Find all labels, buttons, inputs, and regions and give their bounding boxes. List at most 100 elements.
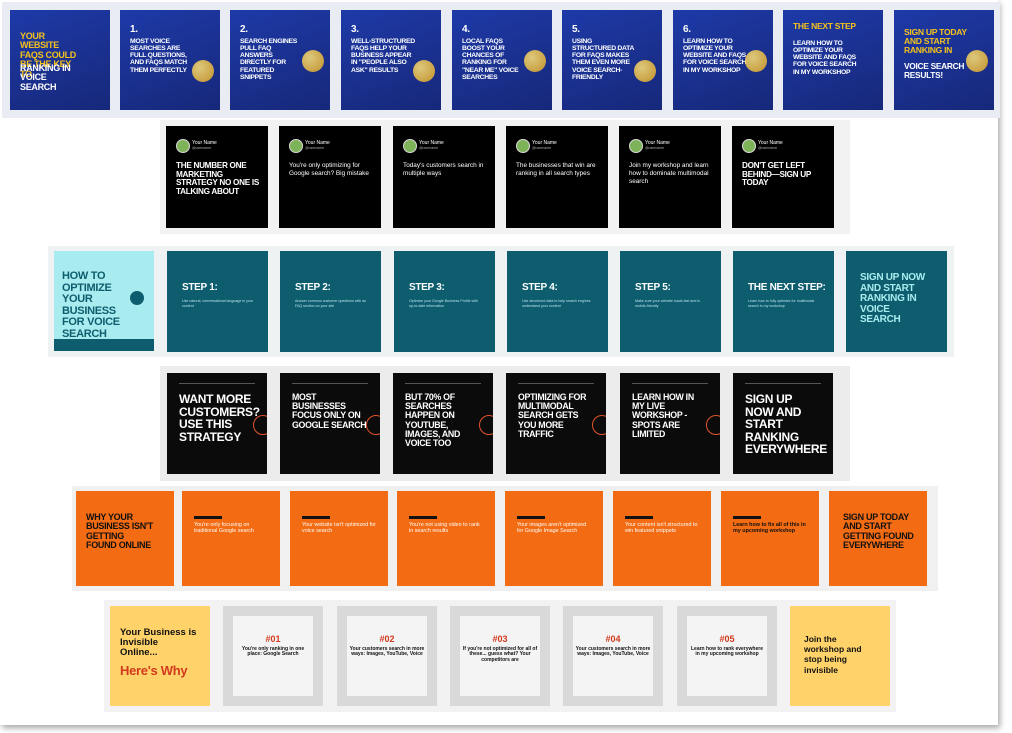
slide-text: Want more customers? Use this strategy [179,392,260,444]
title-bar [194,516,222,519]
author-handle: @username [532,146,552,150]
teal-intro: How to optimize your business for voice … [54,251,154,351]
author-name: Your Name [305,140,330,146]
step-slide: The next step: Learn how to fully optimiz… [733,251,834,352]
slide-number: 6. [683,24,691,35]
reason-panel [573,616,653,696]
avatar [629,139,643,153]
slide-text: Most businesses focus only on Google sea… [292,392,367,430]
reason-number: #05 [719,634,735,644]
orange-slide: You're not using video to rank in search… [397,491,495,586]
title-bar [625,516,653,519]
step-title: Step 3: [409,282,445,293]
reason-panel [687,616,767,696]
dark-slide: Most businesses focus only on Google sea… [280,373,380,474]
author-name: Your Name [192,140,217,146]
slide-text: WHY YOUR BUSINESS ISN'T GETTING FOUND ON… [86,512,153,551]
post-text: Today's customers search in multiple way… [403,162,484,177]
dark-slide: Want more customers? Use this strategy [167,373,267,474]
step-title: Step 2: [295,282,331,293]
reason-panel [347,616,427,696]
slide-graphic [745,50,767,72]
top-rule [179,383,255,384]
slide-graphic [966,50,988,72]
next-arrow [592,415,606,435]
blue-slide: 6. Learn how to optimize your website and… [673,10,773,110]
reason-number: #03 [492,634,508,644]
reason-number: #04 [605,634,621,644]
reason-slide: #02 Your customers search in more ways: I… [337,606,437,706]
slide-text: Your website isn't optimized for voice s… [302,522,376,534]
post-text: You're only optimizing for Google search… [289,162,369,177]
orange-slide: Your images aren't optimized for Google … [505,491,603,586]
outro-text: Join the workshop and stop being invisib… [804,634,862,675]
orange-slide: You're only focusing on traditional Goog… [182,491,280,586]
dark-slide: Sign up now and start ranking everywhere [733,373,833,474]
slide-accent: ranking in voice search [20,63,71,92]
step-text: Make sure your website loads fast and is… [635,299,700,308]
outro-text: Sign up now and start ranking in voice s… [860,272,925,325]
title-bar [302,516,330,519]
top-rule [518,383,594,384]
arrow-circle [130,291,144,305]
slide-text: Learn how to fix all of this in my upcom… [733,522,806,534]
slide-number: 4. [462,24,470,35]
slide-text: Learn how to optimize your website and F… [683,38,747,74]
blue-slide: Sign up today and start ranking in voice … [894,10,994,110]
slide-graphic [634,60,656,82]
intro-text: How to optimize your business for voice … [62,270,120,340]
step-slide: Step 1: Use natural, conversational langu… [167,251,268,352]
avatar [176,139,190,153]
step-text: Optimize your Google Business Profile wi… [409,299,478,308]
title-bar [733,516,761,519]
author-name: Your Name [645,140,670,146]
slide-text: Most voice searches are full questions, … [130,38,187,74]
step-slide: Step 3: Optimize your Google Business Pro… [394,251,495,352]
dark-slide: But 70% of searches happen on YouTube, i… [393,373,493,474]
author-handle: @username [758,146,778,150]
orange-slide: WHY YOUR BUSINESS ISN'T GETTING FOUND ON… [76,491,174,586]
intro-line1: Your Business is Invisible Online... [120,627,197,658]
next-arrow [253,415,267,435]
step-title: Step 1: [182,282,218,293]
orange-slide: Your content isn't structured to win fea… [613,491,711,586]
dark-slide: Optimizing for multimodal search gets yo… [506,373,606,474]
author-name: Your Name [758,140,783,146]
reason-text: Your customers search in more ways: Imag… [349,646,425,658]
step-slide: Step 2: Answer common customer questions … [280,251,381,352]
reason-panel [233,616,313,696]
social-post: Your Name @username The businesses that wi… [506,126,608,228]
reason-panel [460,616,540,696]
reason-number: #01 [265,634,281,644]
step-slide: Step 4: Use structured data to help searc… [507,251,608,352]
author-handle: @username [192,146,212,150]
slide-text: Sign up now and start ranking everywhere [745,392,827,457]
next-arrow [479,415,493,435]
slide-graphic [192,60,214,82]
slide-number: 2. [240,24,248,35]
post-text: DON'T GET LEFT BEHIND—SIGN UP TODAY [742,161,811,188]
slide-text: SIGN UP TODAY AND START GETTING FOUND EV… [843,512,914,551]
top-rule [292,383,368,384]
reason-slide: #04 Your customers search in more ways: I… [563,606,663,706]
slide-graphic [524,50,546,72]
avatar [289,139,303,153]
intro-footer [54,339,154,351]
title-bar [517,516,545,519]
reason-text: You're only ranking in one place: Google… [241,646,305,658]
title-bar [409,516,437,519]
next-arrow [366,415,380,435]
invisible-outro: Join the workshop and stop being invisib… [790,606,890,706]
intro-line2: Here's Why [120,663,188,678]
slide-text: Learn how to optimize your website and F… [793,40,857,76]
orange-slide: Your website isn't optimized for voice s… [290,491,388,586]
top-rule [632,383,708,384]
slide-accent: The next step [793,21,856,31]
avatar [403,139,417,153]
